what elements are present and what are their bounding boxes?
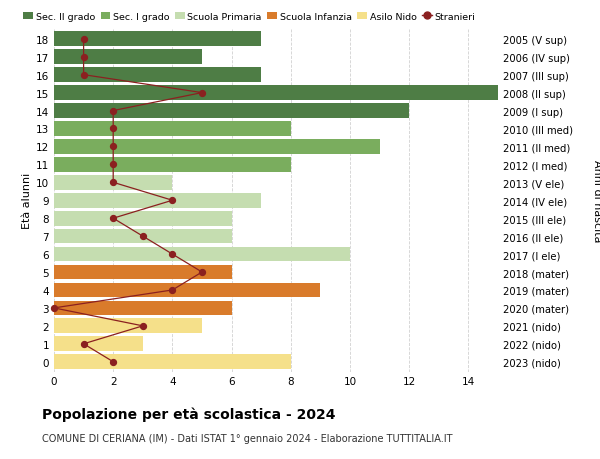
Point bbox=[167, 287, 177, 294]
Point bbox=[79, 36, 88, 43]
Bar bbox=[54, 86, 498, 101]
Bar bbox=[54, 176, 172, 190]
Point bbox=[167, 197, 177, 205]
Point bbox=[138, 323, 148, 330]
Point bbox=[109, 179, 118, 186]
Bar bbox=[54, 337, 143, 352]
Point bbox=[79, 54, 88, 61]
Point bbox=[109, 125, 118, 133]
Point bbox=[167, 251, 177, 258]
Point bbox=[197, 269, 207, 276]
Y-axis label: Anni di nascita: Anni di nascita bbox=[592, 160, 600, 242]
Bar bbox=[54, 301, 232, 316]
Bar bbox=[54, 319, 202, 334]
Bar bbox=[54, 355, 291, 369]
Point bbox=[109, 143, 118, 151]
Bar bbox=[54, 32, 261, 47]
Point bbox=[79, 72, 88, 79]
Bar bbox=[54, 230, 232, 244]
Bar bbox=[54, 265, 232, 280]
Point bbox=[197, 90, 207, 97]
Text: Popolazione per età scolastica - 2024: Popolazione per età scolastica - 2024 bbox=[42, 406, 335, 421]
Bar bbox=[54, 104, 409, 118]
Bar bbox=[54, 68, 261, 83]
Bar bbox=[54, 212, 232, 226]
Text: COMUNE DI CERIANA (IM) - Dati ISTAT 1° gennaio 2024 - Elaborazione TUTTITALIA.IT: COMUNE DI CERIANA (IM) - Dati ISTAT 1° g… bbox=[42, 433, 452, 443]
Point bbox=[49, 305, 59, 312]
Bar bbox=[54, 247, 350, 262]
Bar bbox=[54, 194, 261, 208]
Point bbox=[109, 161, 118, 168]
Point bbox=[79, 341, 88, 348]
Bar bbox=[54, 283, 320, 298]
Point bbox=[109, 107, 118, 115]
Point bbox=[109, 358, 118, 366]
Point bbox=[109, 215, 118, 223]
Legend: Sec. II grado, Sec. I grado, Scuola Primaria, Scuola Infanzia, Asilo Nido, Stran: Sec. II grado, Sec. I grado, Scuola Prim… bbox=[23, 13, 475, 22]
Bar bbox=[54, 140, 380, 154]
Point bbox=[138, 233, 148, 241]
Bar bbox=[54, 122, 291, 136]
Bar bbox=[54, 157, 291, 172]
Bar bbox=[54, 50, 202, 65]
Y-axis label: Età alunni: Età alunni bbox=[22, 173, 32, 229]
